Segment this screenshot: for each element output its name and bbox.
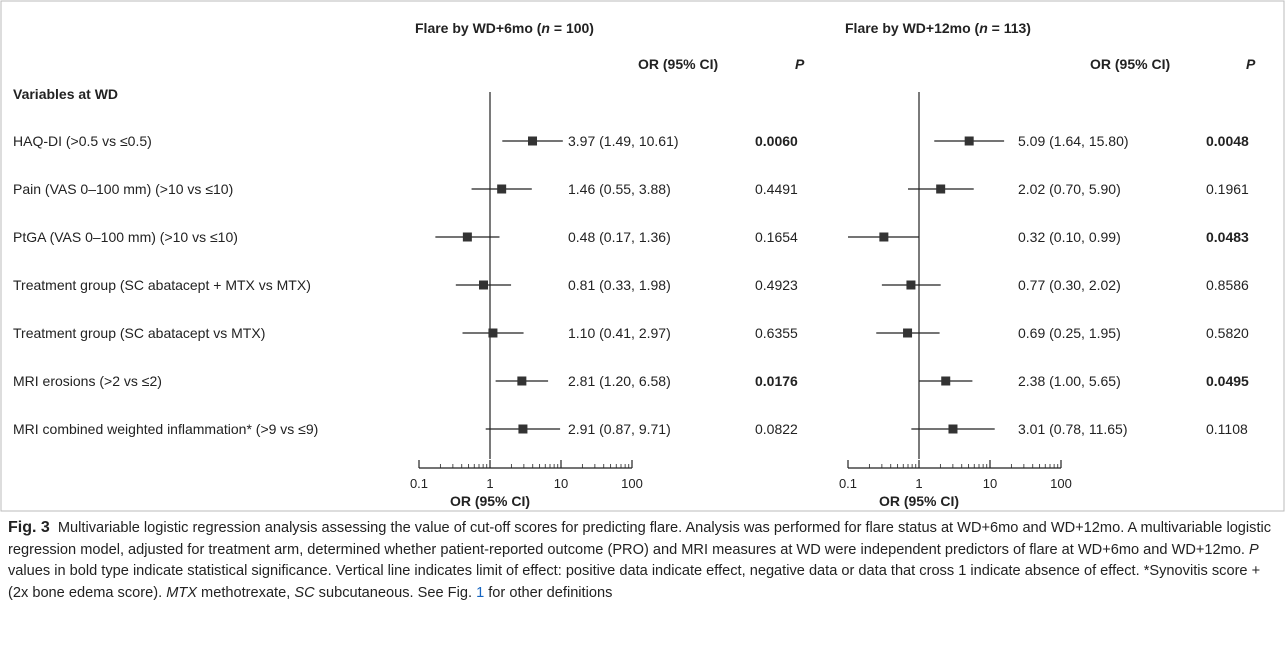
- caption-sc-italic: SC: [294, 584, 315, 601]
- variable-label: Pain (VAS 0–100 mm) (>10 vs ≤10): [13, 181, 233, 197]
- figure-border: [0, 0, 1285, 512]
- or-ci-value: 1.46 (0.55, 3.88): [568, 181, 671, 197]
- variable-label: MRI erosions (>2 vs ≤2): [13, 373, 162, 389]
- or-column-header-6mo: OR (95% CI): [638, 56, 718, 72]
- figure-label: Fig. 3: [8, 519, 50, 536]
- forest-panel-6mo: 0.1 1 10 100 OR (95% CI) 3.97 (1.49, 10.61) 0.…: [410, 92, 798, 509]
- variable-label: HAQ-DI (>0.5 vs ≤0.5): [13, 133, 152, 149]
- or-ci-value: 5.09 (1.64, 15.80): [1018, 133, 1129, 149]
- or-marker: [462, 232, 472, 242]
- or-marker: [488, 328, 498, 338]
- or-marker: [948, 424, 958, 434]
- or-marker: [497, 184, 507, 194]
- or-ci-value: 3.97 (1.49, 10.61): [568, 133, 679, 149]
- or-ci-value: 0.48 (0.17, 1.36): [568, 229, 671, 245]
- or-ci-value: 0.32 (0.10, 0.99): [1018, 229, 1121, 245]
- x-tick-label: 10: [554, 476, 568, 491]
- p-value: 0.0495: [1206, 373, 1249, 389]
- x-axis-title: OR (95% CI): [879, 493, 959, 509]
- x-tick-label: 0.1: [839, 476, 857, 491]
- caption-mtx-italic: MTX: [166, 584, 197, 601]
- x-tick-label: 100: [621, 476, 643, 491]
- caption-p-italic: P: [1249, 541, 1259, 558]
- p-value: 0.5820: [1206, 325, 1249, 341]
- variable-labels: HAQ-DI (>0.5 vs ≤0.5) Pain (VAS 0–100 mm…: [13, 133, 318, 437]
- x-tick-label: 1: [486, 476, 493, 491]
- panel-title-12mo: Flare by WD+12mo (n = 113): [845, 20, 1031, 36]
- figure-1-link[interactable]: 1: [476, 584, 485, 601]
- or-marker: [936, 184, 946, 194]
- or-ci-value: 3.01 (0.78, 11.65): [1018, 421, 1127, 437]
- x-tick-label: 0.1: [410, 476, 428, 491]
- or-marker: [964, 136, 974, 146]
- p-value: 0.0060: [755, 133, 798, 149]
- or-marker: [518, 424, 528, 434]
- or-ci-value: 1.10 (0.41, 2.97): [568, 325, 671, 341]
- p-value: 0.8586: [1206, 277, 1249, 293]
- panel-title-6mo: Flare by WD+6mo (n = 100): [415, 20, 594, 36]
- caption-mtx-text: methotrexate,: [197, 584, 295, 601]
- p-value: 0.4491: [755, 181, 798, 197]
- p-value: 0.0822: [755, 421, 798, 437]
- x-tick-label: 1: [915, 476, 922, 491]
- or-ci-value: 0.77 (0.30, 2.02): [1018, 277, 1121, 293]
- caption-tail: for other definitions: [484, 584, 613, 601]
- p-column-header-12mo: P: [1246, 56, 1256, 72]
- p-value: 0.1654: [755, 229, 798, 245]
- or-ci-value: 0.69 (0.25, 1.95): [1018, 325, 1121, 341]
- or-marker: [941, 376, 951, 386]
- x-tick-label: 10: [983, 476, 997, 491]
- or-ci-value: 2.81 (1.20, 6.58): [568, 373, 671, 389]
- or-marker: [906, 280, 916, 290]
- p-value: 0.6355: [755, 325, 798, 341]
- or-marker: [528, 136, 538, 146]
- or-marker: [479, 280, 489, 290]
- figure-caption: Fig. 3 Multivariable logistic regression…: [8, 517, 1278, 604]
- or-marker: [879, 232, 889, 242]
- caption-text-2: values in bold type indicate statistical…: [8, 563, 1261, 601]
- x-tick-label: 100: [1050, 476, 1072, 491]
- caption-sc-text: subcutaneous. See Fig.: [314, 584, 477, 601]
- p-value: 0.4923: [755, 277, 798, 293]
- or-marker: [903, 328, 913, 338]
- caption-text-1: Multivariable logistic regression analys…: [8, 520, 1272, 558]
- forest-panel-12mo: 0.1 1 10 100 OR (95% CI) 5.09 (1.64, 15.80) 0.…: [839, 92, 1249, 509]
- x-axis-title: OR (95% CI): [450, 493, 530, 509]
- variable-label: MRI combined weighted inflammation* (>9 …: [13, 421, 318, 437]
- or-ci-value: 2.91 (0.87, 9.71): [568, 421, 671, 437]
- p-value: 0.0048: [1206, 133, 1249, 149]
- section-label-variables: Variables at WD: [13, 86, 118, 102]
- or-ci-value: 2.38 (1.00, 5.65): [1018, 373, 1121, 389]
- or-marker: [517, 376, 527, 386]
- variable-label: Treatment group (SC abatacept vs MTX): [13, 325, 265, 341]
- variable-label: Treatment group (SC abatacept + MTX vs M…: [13, 277, 311, 293]
- p-value: 0.0176: [755, 373, 798, 389]
- or-ci-value: 0.81 (0.33, 1.98): [568, 277, 671, 293]
- p-value: 0.1961: [1206, 181, 1249, 197]
- variable-label: PtGA (VAS 0–100 mm) (>10 vs ≤10): [13, 229, 238, 245]
- or-ci-value: 2.02 (0.70, 5.90): [1018, 181, 1121, 197]
- p-value: 0.0483: [1206, 229, 1249, 245]
- p-column-header-6mo: P: [795, 56, 805, 72]
- or-column-header-12mo: OR (95% CI): [1090, 56, 1170, 72]
- p-value: 0.1108: [1206, 421, 1248, 437]
